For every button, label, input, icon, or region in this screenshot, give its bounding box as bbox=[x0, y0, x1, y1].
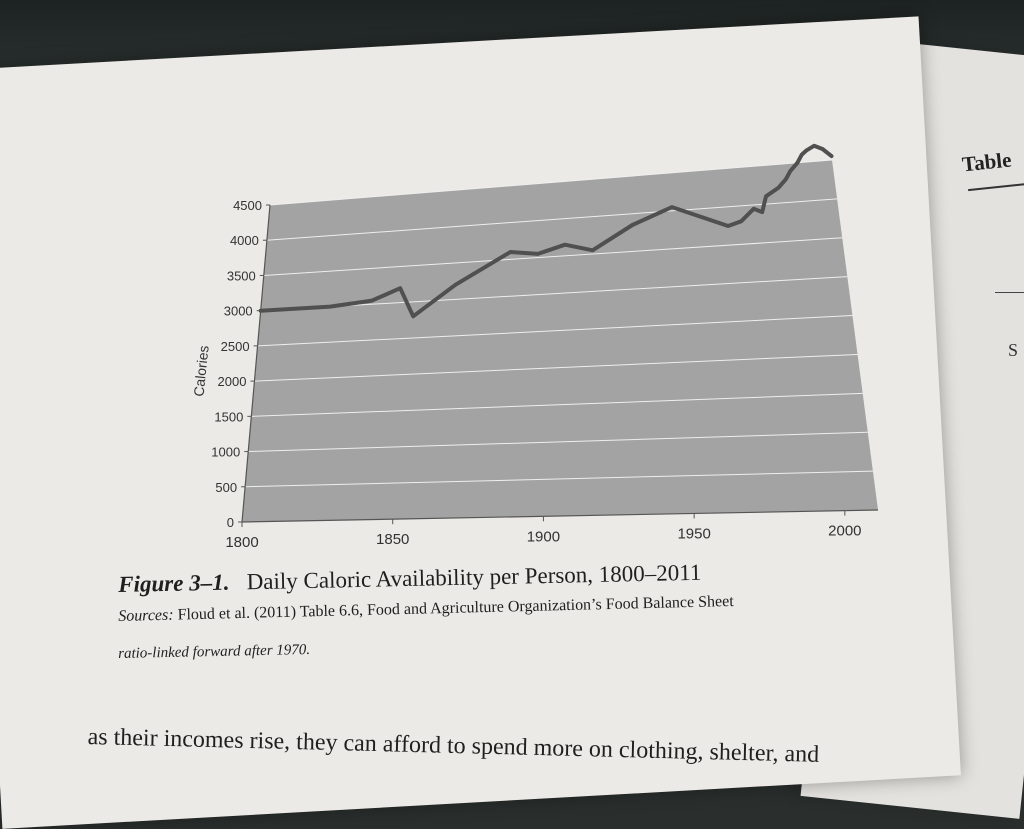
x-tick-label: 1850 bbox=[376, 531, 409, 548]
grid-line bbox=[254, 353, 858, 382]
x-tick-label: 1950 bbox=[677, 525, 710, 542]
y-axis-label: Calories bbox=[190, 345, 211, 398]
y-tick-label: 500 bbox=[215, 480, 237, 495]
grid-line bbox=[245, 470, 873, 488]
y-tick-label: 3000 bbox=[224, 304, 253, 319]
grid-line bbox=[251, 392, 863, 417]
y-tick-label: 4000 bbox=[230, 233, 259, 248]
y-tick-label: 2000 bbox=[218, 374, 247, 389]
grid-line bbox=[269, 159, 833, 206]
grid-line bbox=[260, 276, 848, 312]
y-tick-label: 2500 bbox=[221, 339, 250, 354]
grid-line bbox=[266, 198, 838, 241]
calorie-chart: 0 500 1000 1500 2000 2500 3000 3500 4000 4500 1800… bbox=[190, 143, 879, 551]
chart-root: 0 500 1000 1500 2000 2500 3000 3500 4000 4500 1800… bbox=[190, 143, 879, 551]
grid-line bbox=[248, 431, 868, 453]
sources-label: Sources: bbox=[118, 606, 174, 625]
y-axis bbox=[241, 204, 271, 523]
y-tick-label: 3500 bbox=[227, 268, 256, 283]
right-page-letter: S bbox=[1008, 340, 1019, 360]
grid-line bbox=[257, 315, 853, 347]
x-tick-label: 2000 bbox=[828, 523, 861, 540]
right-page-rule-2 bbox=[995, 292, 1024, 293]
plot-area bbox=[242, 160, 878, 522]
x-tick-label: 1800 bbox=[225, 534, 258, 551]
series-line bbox=[258, 143, 834, 319]
grid-line bbox=[263, 237, 843, 276]
y-tick-label: 1500 bbox=[214, 409, 243, 424]
y-tick-label: 1000 bbox=[211, 445, 240, 460]
x-axis bbox=[241, 509, 879, 523]
figure-label: Figure 3–1. bbox=[118, 569, 230, 597]
y-tick-label: 4500 bbox=[233, 198, 262, 213]
y-tick-label: 0 bbox=[227, 515, 234, 530]
x-tick-label: 1900 bbox=[527, 528, 560, 545]
